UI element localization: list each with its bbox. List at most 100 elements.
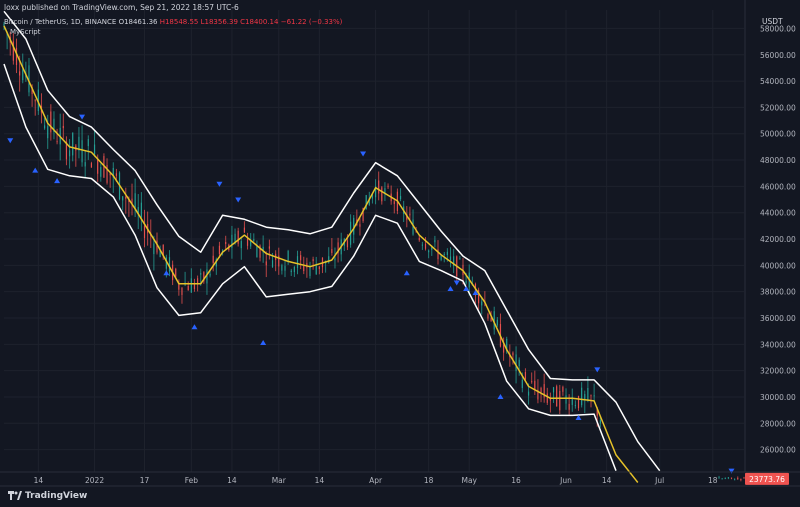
symbol-name[interactable]: Bitcoin / TetherUS, 1D, BINANCE [4, 18, 117, 26]
candle-body [165, 257, 167, 269]
candle-body [496, 319, 498, 326]
candle-body [590, 395, 592, 397]
y-tick-label: 54000.00 [760, 77, 796, 86]
candle-body [137, 207, 139, 214]
candle-body [87, 139, 89, 147]
signal-up-icon [163, 270, 170, 276]
candle-body [237, 230, 239, 244]
price-tag-label: 23773.76 [749, 475, 785, 484]
time-axis[interactable]: 14 2022 17 Feb 14 Mar 14 Apr 18 May 16 Jun 14 Jul 18 [0, 471, 800, 487]
candle-body [493, 311, 495, 330]
candle-body [212, 255, 214, 263]
candle-body [153, 243, 155, 255]
candle-body [334, 258, 336, 261]
signal-down-icon [235, 197, 242, 203]
tradingview-logo[interactable]: TradingView [8, 491, 87, 501]
candle-body [465, 280, 467, 284]
candle-body [549, 398, 552, 401]
high-value: H18548.55 [159, 18, 199, 26]
candle-body [15, 47, 18, 65]
candle-body [730, 477, 733, 479]
candle-body [187, 286, 189, 291]
candle-body [565, 395, 567, 404]
candle-body [384, 188, 386, 194]
candle-body [221, 250, 224, 252]
signal-down-icon [453, 280, 460, 286]
close-value: C18400.14 [240, 18, 279, 26]
candle-body [309, 266, 311, 276]
candle-body [190, 278, 192, 293]
signal-up-icon [32, 167, 39, 173]
candle-body [431, 246, 433, 250]
candle-body [337, 242, 339, 254]
indicator-legend[interactable]: MyScript [10, 28, 41, 36]
candle-body [399, 195, 402, 200]
candle-body [527, 391, 530, 396]
candle-body [103, 156, 105, 178]
candle-body [446, 251, 448, 256]
y-tick-label: 38000.00 [760, 288, 796, 297]
candle-body [90, 163, 93, 168]
candle-body [409, 213, 411, 216]
candle-body [200, 273, 202, 275]
candle-body [109, 173, 111, 176]
candle-body [481, 301, 483, 306]
candle-body [243, 227, 246, 233]
candle-body [537, 389, 539, 400]
candle-body [256, 245, 258, 258]
candle-body [512, 352, 514, 356]
candle-body [284, 266, 286, 271]
signal-down-icon [594, 367, 601, 373]
x-tick-label: Jun [559, 476, 572, 485]
candle-body [93, 144, 96, 155]
price-axis[interactable]: 26000.00 28000.00 30000.00 32000.00 34000.00… [744, 0, 796, 472]
candle-body [437, 249, 439, 260]
candle-body [521, 379, 523, 388]
candle-body [181, 287, 183, 295]
candle-body [359, 224, 361, 227]
candle-body [162, 244, 164, 256]
candle-body [140, 202, 142, 218]
candle-body [593, 395, 595, 397]
candle-body [134, 193, 136, 211]
signal-down-icon [7, 138, 14, 144]
candle-body [240, 241, 242, 249]
candle-body [3, 23, 5, 27]
x-tick-label: 17 [140, 476, 150, 485]
candle-body [318, 266, 320, 269]
y-tick-label: 28000.00 [760, 419, 796, 428]
candle-body [231, 234, 233, 248]
x-tick-label: Apr [369, 476, 383, 485]
candle-body [506, 338, 508, 352]
x-tick-label: Mar [272, 476, 287, 485]
candle-body [353, 217, 355, 235]
signal-up-icon [447, 286, 454, 292]
candle-body [406, 214, 408, 220]
candle-body [534, 380, 536, 390]
candle-body [346, 240, 349, 248]
candle-body [328, 256, 330, 263]
signal-up-icon [575, 415, 582, 421]
signal-down-icon [728, 468, 735, 474]
candle-body [193, 282, 196, 290]
candle-body [37, 89, 39, 111]
candle-body [740, 478, 742, 480]
band-lower [3, 63, 617, 471]
candle-body [97, 159, 99, 174]
candle-body [68, 150, 71, 157]
candle-body [28, 65, 30, 93]
candle-body [53, 118, 55, 132]
candle-body [234, 233, 236, 244]
candle-body [718, 477, 720, 479]
candle-body [562, 386, 564, 392]
candle-body [381, 187, 383, 202]
y-tick-label: 52000.00 [760, 103, 796, 112]
candle-body [721, 478, 723, 480]
candle-body [412, 219, 414, 235]
x-tick-label: 18 [708, 476, 718, 485]
y-tick-label: 32000.00 [760, 367, 796, 376]
x-tick-label: 16 [511, 476, 521, 485]
